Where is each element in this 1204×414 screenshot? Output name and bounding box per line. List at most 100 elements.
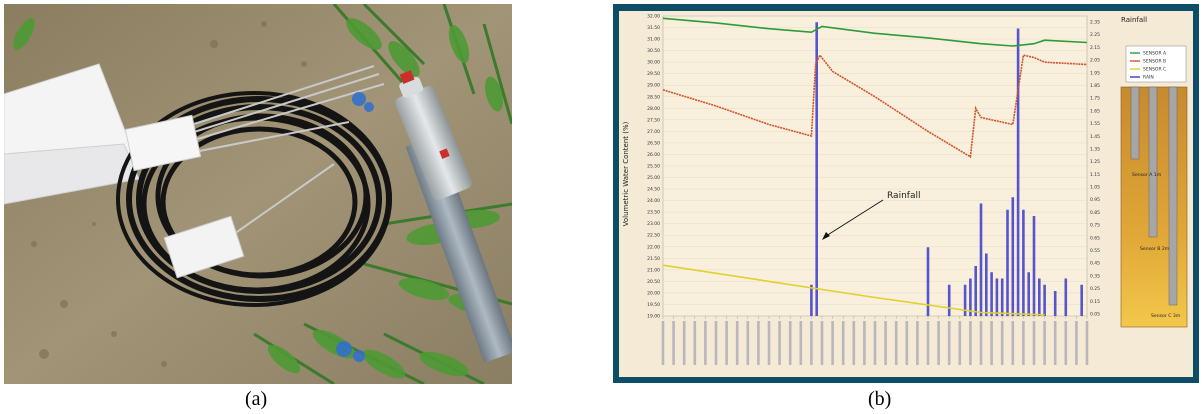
x-tick-label — [725, 321, 728, 365]
right-tick-label: 2.15 — [1090, 45, 1100, 51]
right-tick-labels: 2.35 2.25 2.15 2.05 1.95 1.85 1.75 1.65 1.55 1.45… — [1090, 20, 1100, 318]
right-tick-label: 1.25 — [1090, 159, 1100, 165]
field-photo — [4, 4, 512, 384]
x-tick-label — [820, 321, 824, 365]
rain-bar — [1000, 278, 1004, 316]
y-tick-label: 19.50 — [647, 302, 660, 308]
x-tick-label — [958, 321, 962, 365]
rain-bar — [810, 284, 813, 316]
rain-bar — [1080, 284, 1083, 316]
y-tick-label: 23.00 — [647, 221, 660, 227]
x-tick-label — [947, 321, 951, 365]
rain-bar — [1022, 209, 1025, 316]
legend-label: SENSOR A — [1143, 51, 1167, 57]
x-tick-label — [1075, 321, 1078, 365]
x-tick-label — [714, 321, 718, 365]
rain-bar — [1011, 197, 1015, 316]
caption-b: (b) — [868, 388, 892, 410]
rain-bar — [985, 253, 988, 316]
y-tick-label: 30.50 — [647, 48, 660, 54]
x-tick-label — [1064, 321, 1068, 365]
rain-bar — [963, 284, 967, 316]
series-line — [662, 264, 1045, 316]
chart-panel: Volumetric Water Content (%) Rainfall 32… — [613, 4, 1199, 383]
y-tick-label: 28.00 — [647, 106, 660, 112]
right-tick-label: 1.85 — [1090, 83, 1100, 89]
right-tick-label: 1.55 — [1090, 121, 1100, 127]
grid-layer — [662, 15, 1088, 319]
x-tick-label — [863, 321, 866, 365]
y-tick-label: 20.00 — [647, 290, 660, 296]
cable-coil — [116, 91, 392, 307]
right-tick-label: 0.95 — [1090, 197, 1100, 203]
rain-bar — [979, 203, 983, 316]
legend-label: SENSOR B — [1143, 59, 1166, 65]
rainfall-annotation: Rainfall — [887, 191, 920, 201]
legend-label: RAIN — [1143, 75, 1154, 81]
left-tick-labels: 32.00 31.50 31.00 30.50 30.00 29.50 29.00 28.50… — [647, 14, 660, 320]
right-tick-label: 0.85 — [1090, 210, 1100, 216]
y-tick-label: 32.00 — [647, 14, 660, 20]
x-tick-label — [757, 321, 760, 365]
blue-tape — [336, 92, 374, 362]
y-tick-label: 21.50 — [647, 256, 660, 262]
right-tick-label: 0.05 — [1090, 312, 1100, 318]
caption-a: (a) — [245, 388, 268, 410]
rain-bar — [995, 278, 999, 316]
connector-box-lower — [163, 215, 245, 279]
y-tick-label: 31.00 — [647, 37, 660, 43]
y-tick-label: 26.00 — [647, 152, 660, 158]
probe-rods — [183, 65, 385, 235]
sensor-b-tube — [1148, 86, 1158, 238]
rain-bar — [1027, 272, 1030, 316]
right-tick-label: 0.15 — [1090, 299, 1100, 305]
y-tick-label: 31.50 — [647, 25, 660, 31]
y-tick-label: 29.00 — [647, 83, 660, 89]
y-tick-label: 20.50 — [647, 279, 660, 285]
right-tick-label: 1.05 — [1090, 185, 1100, 191]
y-tick-label: 30.00 — [647, 60, 660, 66]
sensor-c-label: Sensor C 3m — [1151, 313, 1181, 319]
x-tick-label — [894, 321, 898, 365]
y-tick-label: 25.00 — [647, 175, 660, 181]
x-tick-label — [1043, 321, 1046, 365]
series-line — [662, 53, 1088, 159]
sensor-b-label: Sensor B 2m — [1140, 246, 1170, 252]
rainfall-bars — [810, 22, 1083, 316]
rainfall-moisture-chart: Volumetric Water Content (%) Rainfall 32… — [619, 11, 1193, 377]
right-tick-label: 2.25 — [1090, 32, 1100, 38]
rain-bar — [1032, 216, 1036, 316]
x-tick-label — [1085, 321, 1089, 365]
x-tick-label — [979, 321, 983, 365]
sensor-lines — [662, 17, 1088, 316]
rain-bar — [1016, 28, 1020, 316]
rainfall-arrowhead — [822, 232, 830, 240]
rainfall-arrow — [825, 199, 884, 237]
series-line — [662, 17, 1088, 47]
x-tick-label — [1022, 321, 1025, 365]
right-tick-label: 0.45 — [1090, 261, 1100, 267]
right-tick-label: 1.35 — [1090, 146, 1100, 152]
right-tick-label: 0.25 — [1090, 286, 1100, 292]
rain-bar — [974, 266, 977, 316]
x-tick-label — [778, 321, 781, 365]
x-tick-label — [810, 321, 813, 365]
right-tick-label: 0.65 — [1090, 235, 1100, 241]
y-tick-label: 25.50 — [647, 164, 660, 170]
sensor-a-tube — [1130, 86, 1140, 160]
x-tick-label — [841, 321, 845, 365]
x-tick-label — [852, 321, 856, 365]
y-tick-label: 28.50 — [647, 94, 660, 100]
right-tick-label: 0.55 — [1090, 248, 1100, 254]
rain-bar — [969, 278, 972, 316]
y-tick-label: 21.00 — [647, 267, 660, 273]
sensor-a-label: Sensor A 1m — [1132, 172, 1162, 178]
x-tick-label — [735, 321, 739, 365]
x-tick-label — [884, 321, 887, 365]
right-tick-label: 0.35 — [1090, 273, 1100, 279]
x-tick-label — [704, 321, 707, 365]
right-axis-title: Rainfall — [1121, 16, 1147, 24]
rain-bar — [947, 284, 951, 316]
connector-box-upper — [124, 114, 202, 172]
x-tick-label — [1032, 321, 1036, 365]
